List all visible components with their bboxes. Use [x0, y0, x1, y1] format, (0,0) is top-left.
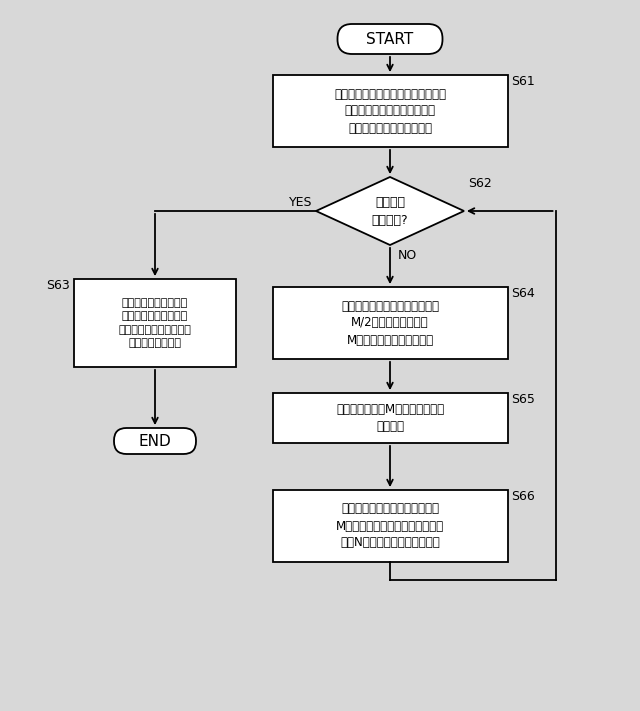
FancyBboxPatch shape [337, 24, 442, 54]
Text: S63: S63 [46, 279, 70, 292]
FancyBboxPatch shape [114, 428, 196, 454]
Text: S62: S62 [468, 177, 492, 190]
Text: START: START [366, 31, 413, 46]
Text: NO: NO [398, 249, 417, 262]
Bar [273, 490, 508, 562]
Text: 選択、交叉及び突然変異操作を
M/2回適用して新たな
M候補充電場所を作成する: 選択、交叉及び突然変異操作を M/2回適用して新たな M候補充電場所を作成する [341, 299, 439, 346]
Text: YES: YES [289, 196, 312, 210]
Text: ランダムに候補充電ステーションを
組み合せて初期候補充電場所
リストを作成し、評価する: ランダムに候補充電ステーションを 組み合せて初期候補充電場所 リストを作成し、評… [334, 87, 446, 134]
Bar [273, 287, 508, 359]
Text: S65: S65 [511, 393, 536, 406]
Text: END: END [139, 434, 172, 449]
Polygon shape [316, 177, 464, 245]
Text: 前候補充電場所リストと新たな
M候補充電場所の中から評価値が
良いN候補充電場所を選択する: 前候補充電場所リストと新たな M候補充電場所の中から評価値が 良いN候補充電場所… [336, 503, 444, 550]
Text: S66: S66 [511, 490, 535, 503]
Bar [273, 393, 508, 443]
Bar [273, 75, 508, 147]
Bar [74, 279, 236, 367]
Text: 評価値が一番良い候補
充電場所の中から選択
された充電ステーション
及び充電量を返す: 評価値が一番良い候補 充電場所の中から選択 された充電ステーション 及び充電量を… [118, 298, 191, 348]
Text: S61: S61 [511, 75, 535, 88]
Text: 終了条件
を満たす?: 終了条件 を満たす? [372, 196, 408, 227]
Text: S64: S64 [511, 287, 535, 300]
Text: 生成した新たなM候補充電場所を
評価する: 生成した新たなM候補充電場所を 評価する [336, 403, 444, 433]
